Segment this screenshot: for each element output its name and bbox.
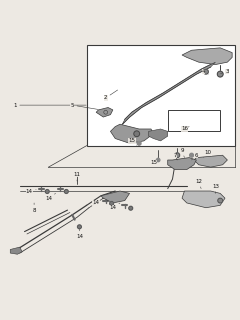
Text: 13: 13 [212,184,219,193]
Circle shape [78,225,81,229]
Text: 9: 9 [180,148,184,158]
Text: 2: 2 [104,90,118,100]
Text: 5: 5 [71,103,98,109]
Polygon shape [110,124,153,143]
Polygon shape [194,155,227,167]
Circle shape [64,189,68,193]
Text: 15: 15 [128,139,137,146]
Polygon shape [149,129,168,141]
Text: 11: 11 [73,172,81,181]
Polygon shape [173,122,192,132]
Circle shape [45,189,49,193]
Polygon shape [10,247,22,254]
Text: 14: 14 [93,198,103,205]
Circle shape [134,131,140,137]
Polygon shape [168,158,196,170]
Polygon shape [182,48,232,65]
Text: 15: 15 [150,160,157,165]
Circle shape [175,153,180,158]
Circle shape [156,158,160,162]
Bar [87,45,234,146]
Text: 7: 7 [173,153,177,160]
Polygon shape [101,191,130,203]
Circle shape [204,69,208,74]
Bar [168,110,220,132]
Circle shape [137,141,141,145]
Text: 10: 10 [204,150,212,158]
Circle shape [217,71,223,77]
Polygon shape [96,108,113,117]
Circle shape [190,153,193,157]
Text: 1: 1 [13,103,86,108]
Circle shape [129,206,133,210]
Polygon shape [122,62,216,124]
Text: 6: 6 [192,153,198,160]
Text: 14: 14 [45,193,56,201]
Text: 4: 4 [202,69,208,74]
Text: 12: 12 [195,179,202,188]
Circle shape [110,202,114,205]
Text: 16: 16 [181,126,189,132]
Polygon shape [182,191,225,208]
Circle shape [218,198,223,203]
Text: 14: 14 [26,188,36,194]
Text: 8: 8 [32,203,36,212]
Text: 3: 3 [221,69,229,74]
Text: 14: 14 [76,229,83,239]
Text: 14: 14 [109,203,120,210]
